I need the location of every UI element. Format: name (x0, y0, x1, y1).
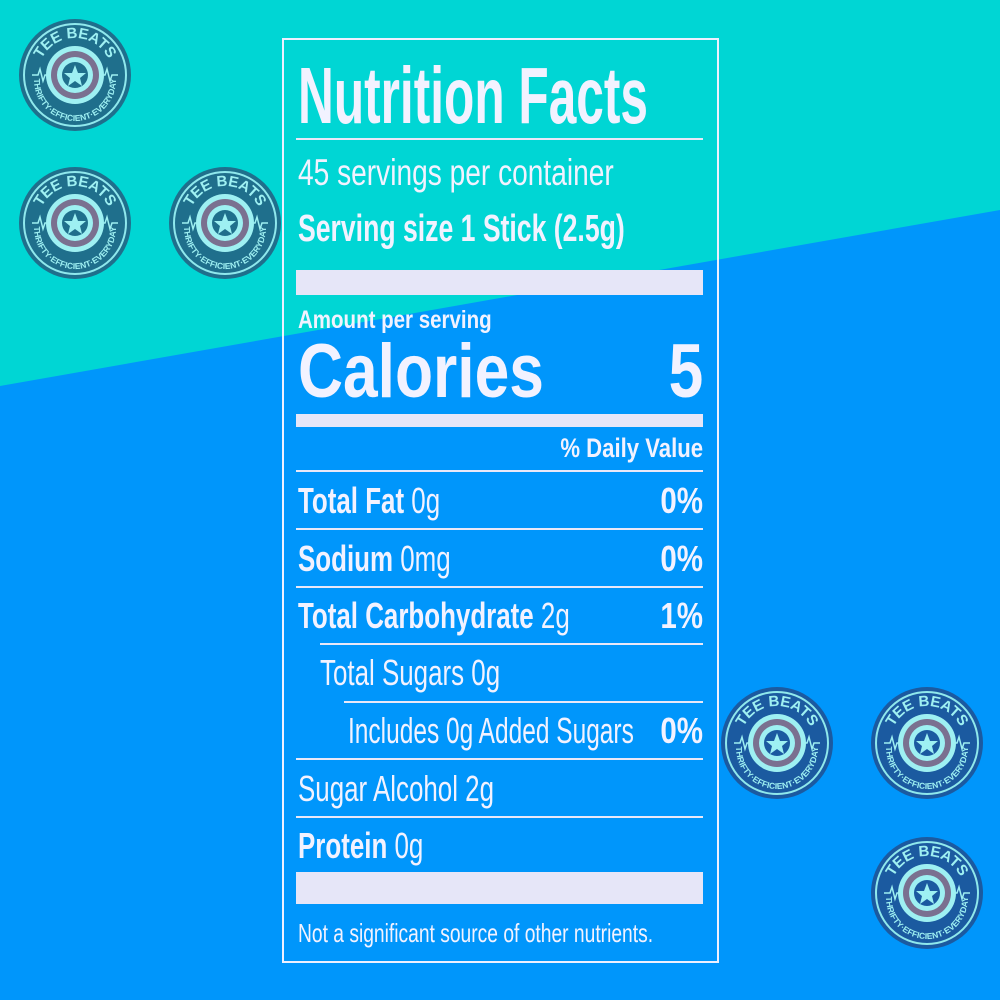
divider (296, 528, 703, 530)
nutrient-row-total-sugars: Total Sugars 0g (320, 652, 501, 693)
label-title: Nutrition Facts (298, 51, 648, 140)
amount-per-serving: Amount per serving (298, 306, 492, 334)
divider (296, 470, 703, 472)
nutrient-row-total-carbohydrate: Total Carbohydrate 2g (298, 595, 570, 636)
medium-bar (296, 414, 703, 427)
divider (296, 758, 703, 760)
tee-beats-logo (870, 836, 984, 950)
calories-value: 5 (668, 329, 703, 414)
tee-beats-logo (168, 166, 282, 280)
thick-bar (296, 872, 703, 904)
tee-beats-logo (870, 686, 984, 800)
divider (296, 138, 703, 140)
serving-size: Serving size 1 Stick (2.5g) (298, 210, 625, 248)
nutrient-row-added-sugars: Includes 0g Added Sugars (348, 710, 634, 751)
nutrient-row-protein: Protein 0g (298, 825, 424, 866)
divider (296, 586, 703, 588)
nutrient-row-sodium: Sodium 0mg (298, 538, 451, 579)
tee-beats-logo (18, 166, 132, 280)
divider (320, 643, 703, 645)
dv-total-fat: 0% (660, 480, 703, 521)
tee-beats-logo (18, 18, 132, 132)
serving-size-label: Serving size (298, 208, 454, 250)
dv-total-carbohydrate: 1% (660, 595, 703, 636)
dv-added-sugars: 0% (660, 710, 703, 751)
nutrient-row-total-fat: Total Fat 0g (298, 480, 441, 521)
label-footer: Not a significant source of other nutrie… (298, 918, 654, 948)
servings-per-container: 45 servings per container (298, 152, 614, 193)
divider (344, 701, 703, 703)
daily-value-header: % Daily Value (560, 433, 703, 463)
divider (296, 816, 703, 818)
tee-beats-logo (720, 686, 834, 800)
calories-label: Calories (298, 329, 544, 414)
serving-size-value: 1 Stick (2.5g) (460, 208, 625, 250)
thick-bar (296, 270, 703, 295)
nutrient-row-sugar-alcohol: Sugar Alcohol 2g (298, 768, 494, 809)
dv-sodium: 0% (660, 538, 703, 579)
nutrition-facts-label: Nutrition Facts 45 servings per containe… (282, 38, 719, 963)
